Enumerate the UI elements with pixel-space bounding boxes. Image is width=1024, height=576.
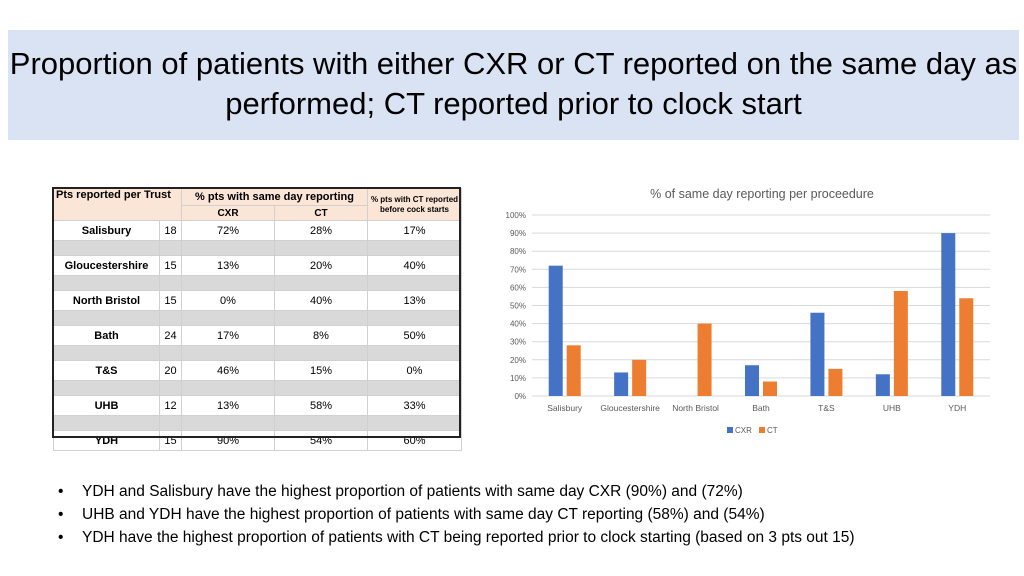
cell-n: 15: [159, 290, 182, 311]
table-row: UHB 12 13% 58% 33%: [53, 395, 462, 416]
x-tick-label: Bath: [752, 403, 770, 413]
legend-swatch-ct: [759, 427, 765, 433]
cell-trust: North Bristol: [53, 290, 160, 311]
table-gap-row: [53, 310, 462, 326]
bullet-item: • UHB and YDH have the highest proportion…: [58, 506, 765, 523]
table-row: YDH 15 90% 54% 60%: [53, 430, 462, 451]
bar-cxr-5: [875, 374, 890, 396]
header-trust: Pts reported per Trust: [53, 188, 182, 221]
header-ct: CT: [274, 205, 368, 221]
table-row: Gloucestershire 15 13% 20% 40%: [53, 255, 462, 276]
cell-cxr: 17%: [181, 325, 275, 346]
cell-n: 20: [159, 360, 182, 381]
cell-pre: 17%: [367, 220, 462, 241]
cell-trust: Gloucestershire: [53, 255, 160, 276]
header-cxr: CXR: [181, 205, 275, 221]
cell-pre: 13%: [367, 290, 462, 311]
cell-pre: 60%: [367, 430, 462, 451]
title-band: Proportion of patients with either CXR o…: [8, 30, 1019, 140]
y-tick-label: 70%: [510, 265, 526, 274]
cell-trust: YDH: [53, 430, 160, 451]
bar-cxr-0: [548, 265, 563, 396]
cell-cxr: 0%: [181, 290, 275, 311]
bar-ct-1: [632, 359, 647, 396]
y-tick-label: 80%: [510, 247, 526, 256]
table-gap-row: [53, 345, 462, 361]
table-gap-row: [53, 275, 462, 291]
bar-ct-4: [828, 368, 843, 396]
trust-table: Pts reported per Trust % pts with same d…: [53, 188, 462, 451]
table-row: Salisbury 18 72% 28% 17%: [53, 220, 462, 241]
chart-title: % of same day reporting per proceedure: [650, 187, 874, 201]
legend-label-ct: CT: [767, 426, 778, 435]
cell-pre: 40%: [367, 255, 462, 276]
bar-cxr-4: [810, 312, 825, 396]
bullet-list: • YDH and Salisbury have the highest prop…: [58, 480, 855, 549]
page-title: Proportion of patients with either CXR o…: [9, 46, 1018, 121]
y-tick-label: 10%: [510, 374, 526, 383]
bar-ct-2: [697, 323, 712, 396]
cell-cxr: 13%: [181, 395, 275, 416]
bar-ct-0: [566, 345, 581, 396]
bar-ct-5: [893, 291, 908, 396]
y-tick-label: 60%: [510, 283, 526, 292]
table-row: North Bristol 15 0% 40% 13%: [53, 290, 462, 311]
cell-ct: 8%: [274, 325, 368, 346]
bar-cxr-6: [941, 233, 956, 396]
cell-cxr: 46%: [181, 360, 275, 381]
header-same-day: % pts with same day reporting: [181, 188, 368, 206]
cell-trust: Bath: [53, 325, 160, 346]
bar-ct-6: [959, 298, 974, 396]
legend-swatch-cxr: [727, 427, 733, 433]
x-tick-label: North Bristol: [672, 403, 719, 413]
cell-pre: 0%: [367, 360, 462, 381]
cell-n: 12: [159, 395, 182, 416]
cell-ct: 58%: [274, 395, 368, 416]
table-row: T&S 20 46% 15% 0%: [53, 360, 462, 381]
cell-pre: 33%: [367, 395, 462, 416]
x-tick-label: Salisbury: [547, 403, 583, 413]
cell-trust: UHB: [53, 395, 160, 416]
x-tick-label: YDH: [948, 403, 966, 413]
y-tick-label: 40%: [510, 320, 526, 329]
table-gap-row: [53, 415, 462, 431]
bar-chart: % of same day reporting per proceedure 0%…: [506, 187, 990, 435]
x-tick-label: Gloucestershire: [600, 403, 660, 413]
bullet-item: • YDH and Salisbury have the highest prop…: [58, 483, 743, 500]
cell-cxr: 90%: [181, 430, 275, 451]
cell-n: 18: [159, 220, 182, 241]
cell-ct: 40%: [274, 290, 368, 311]
cell-ct: 20%: [274, 255, 368, 276]
y-tick-label: 90%: [510, 229, 526, 238]
cell-ct: 54%: [274, 430, 368, 451]
cell-n: 24: [159, 325, 182, 346]
cell-cxr: 13%: [181, 255, 275, 276]
x-tick-label: UHB: [883, 403, 901, 413]
header-pre-clock: % pts with CT reported before cock start…: [367, 188, 462, 221]
bar-ct-3: [763, 381, 777, 396]
bar-cxr-1: [614, 372, 629, 396]
y-tick-label: 50%: [510, 302, 526, 311]
cell-cxr: 72%: [181, 220, 275, 241]
y-tick-label: 20%: [510, 356, 526, 365]
table-gap-row: [53, 240, 462, 256]
x-tick-label: T&S: [818, 403, 835, 413]
bullet-item: • YDH have the highest proportion of pati…: [58, 529, 855, 546]
cell-ct: 15%: [274, 360, 368, 381]
legend-label-cxr: CXR: [735, 426, 752, 435]
table-row: Bath 24 17% 8% 50%: [53, 325, 462, 346]
bar-cxr-3: [745, 365, 759, 396]
y-tick-label: 100%: [506, 211, 526, 220]
y-tick-label: 0%: [514, 392, 526, 401]
table-gap-row: [53, 380, 462, 396]
cell-ct: 28%: [274, 220, 368, 241]
cell-n: 15: [159, 255, 182, 276]
cell-n: 15: [159, 430, 182, 451]
y-tick-label: 30%: [510, 338, 526, 347]
cell-pre: 50%: [367, 325, 462, 346]
cell-trust: T&S: [53, 360, 160, 381]
cell-trust: Salisbury: [53, 220, 160, 241]
